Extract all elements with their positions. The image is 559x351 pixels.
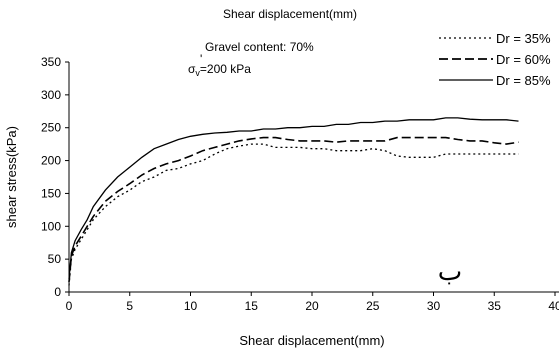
legend-label-2: Dr = 60% xyxy=(496,52,551,67)
sigma-subscript: v xyxy=(195,68,200,78)
legend-label-1: Dr = 35% xyxy=(496,31,551,46)
x-tick-label: 15 xyxy=(245,299,259,313)
gravel-content-annotation: Gravel content: 70% xyxy=(205,40,314,54)
y-tick-label: 50 xyxy=(48,252,62,266)
y-tick-label: 300 xyxy=(41,88,61,102)
sigma-value: =200 kPa xyxy=(200,62,251,76)
x-tick-label: 40 xyxy=(548,299,559,313)
chart-title: Shear displacement(mm) xyxy=(223,7,357,21)
axes: 0 50 100 150 200 250 300 350 0 5 10 15 20 25 30 35 40 xyxy=(41,55,559,313)
y-tick-label: 0 xyxy=(54,285,61,299)
y-axis-title: shear stress(kPa) xyxy=(4,126,19,228)
y-tick-label: 350 xyxy=(41,55,61,69)
y-tick-label: 150 xyxy=(41,186,61,200)
legend: Dr = 35% Dr = 60% Dr = 85% xyxy=(439,31,551,88)
x-tick-label: 25 xyxy=(366,299,380,313)
x-tick-label: 10 xyxy=(184,299,198,313)
x-axis-title: Shear displacement(mm) xyxy=(239,333,384,348)
legend-label-3: Dr = 85% xyxy=(496,73,551,88)
sigma-prime-mark: ' xyxy=(200,52,202,66)
series-line-2 xyxy=(68,136,519,283)
series-line-1 xyxy=(68,143,519,286)
annotation-group: Gravel content: 70% σv=200 kPa ' xyxy=(188,40,314,78)
sigma-symbol: σ xyxy=(188,62,196,76)
series-line-3 xyxy=(68,117,519,279)
vertical-stress-annotation: σv=200 kPa xyxy=(188,62,251,78)
x-tick-label: 20 xyxy=(305,299,319,313)
y-tick-label: 250 xyxy=(41,121,61,135)
x-tick-label: 0 xyxy=(66,299,73,313)
y-tick-label: 200 xyxy=(41,154,61,168)
panel-mark: ب xyxy=(438,257,462,287)
x-tick-label: 35 xyxy=(488,299,502,313)
y-tick-label: 100 xyxy=(41,219,61,233)
x-tick-label: 30 xyxy=(427,299,441,313)
x-tick-label: 5 xyxy=(126,299,133,313)
series-group xyxy=(68,117,519,286)
